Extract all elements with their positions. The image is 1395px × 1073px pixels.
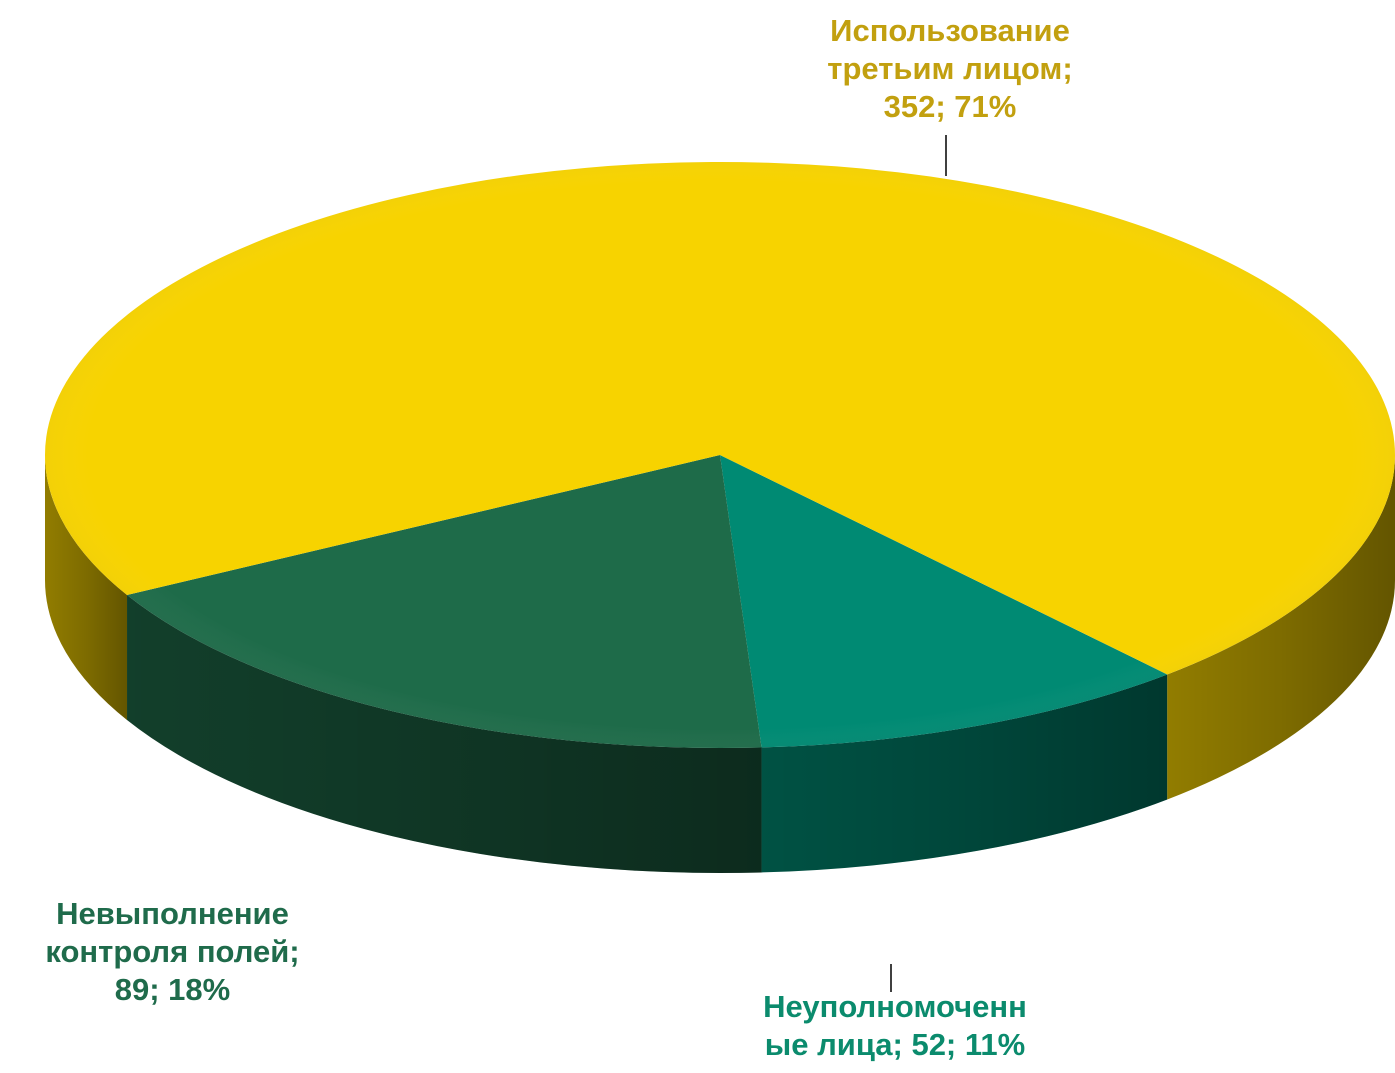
slice-label-0-line-0: Использование xyxy=(830,13,1070,48)
slice-label-1-line-1: ые лица; 52; 11% xyxy=(764,1027,1026,1062)
slice-label-2-line-1: контроля полей; xyxy=(45,934,300,969)
slice-label-0-line-1: третьим лицом; xyxy=(827,51,1073,86)
slice-label-2-line-2: 89; 18% xyxy=(114,972,231,1007)
slice-label-0-line-2: 352; 71% xyxy=(883,89,1017,124)
slice-label-2: Невыполнение контроля полей; 89; 18% xyxy=(0,895,345,1009)
leader-lines xyxy=(890,135,947,992)
slice-label-2-line-0: Невыполнение xyxy=(56,896,289,931)
slice-label-0: Использование третьим лицом; 352; 71% xyxy=(690,12,1210,126)
slice-label-1: Неуполномоченн ые лица; 52; 11% xyxy=(630,988,1160,1064)
pie-slices xyxy=(44,161,1395,748)
slice-label-1-line-0: Неуполномоченн xyxy=(763,989,1027,1024)
